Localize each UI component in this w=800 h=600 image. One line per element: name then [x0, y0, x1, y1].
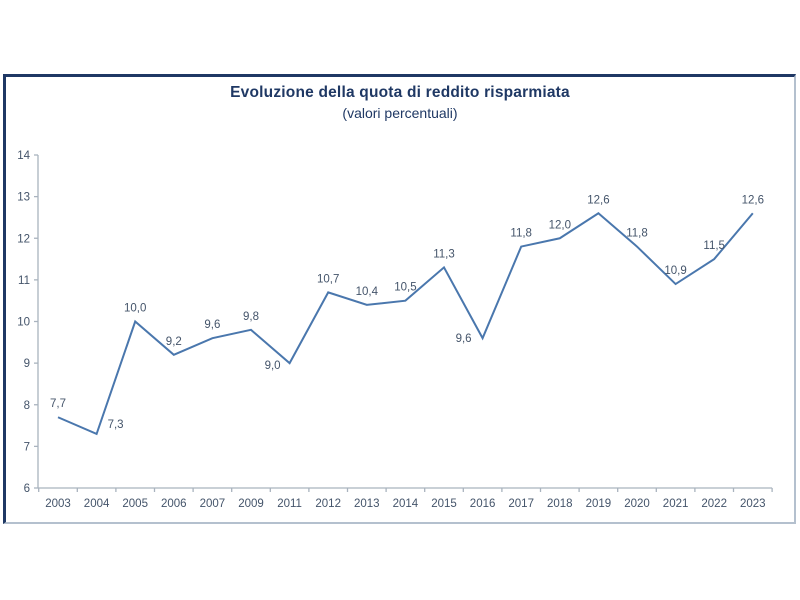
y-tick-label: 13	[17, 192, 30, 204]
chart-header: Evoluzione della quota di reddito rispar…	[0, 84, 800, 121]
x-tick-label: 2017	[508, 498, 534, 510]
x-tick-label: 2006	[161, 498, 187, 510]
y-tick-label: 7	[24, 441, 30, 453]
x-tick-label: 2014	[393, 498, 419, 510]
x-tick-label: 2004	[84, 498, 110, 510]
x-tick-label: 2005	[122, 498, 148, 510]
data-point-label: 9,8	[243, 311, 259, 323]
data-point-label: 7,3	[108, 419, 124, 431]
data-point-label: 10,0	[124, 303, 146, 315]
y-tick-label: 8	[24, 400, 30, 412]
data-point-label: 10,4	[356, 286, 379, 298]
data-point-label: 11,8	[626, 228, 648, 240]
x-tick-label: 2012	[315, 498, 341, 510]
y-tick-label: 6	[24, 483, 30, 495]
x-tick-label: 2018	[547, 498, 573, 510]
data-point-label: 10,5	[394, 282, 416, 294]
data-point-label: 11,8	[510, 228, 532, 240]
x-tick-label: 2013	[354, 498, 380, 510]
y-tick-label: 14	[17, 150, 30, 162]
chart-frame	[3, 74, 796, 524]
series-line	[57, 212, 754, 436]
x-tick-label: 2016	[470, 498, 496, 510]
data-point-label: 10,7	[317, 273, 339, 285]
x-tick-label: 2003	[45, 498, 71, 510]
x-tick-label: 2023	[740, 498, 766, 510]
data-point-label: 11,3	[433, 248, 455, 260]
data-point-label: 9,2	[166, 336, 182, 348]
x-tick-label: 2011	[277, 498, 302, 510]
x-tick-label: 2021	[663, 498, 689, 510]
data-point-label: 7,7	[50, 398, 66, 410]
data-point-label: 11,5	[703, 240, 725, 252]
x-tick-label: 2020	[624, 498, 650, 510]
data-point-label: 9,0	[265, 360, 281, 372]
data-point-label: 9,6	[204, 319, 220, 331]
x-tick-label: 2009	[238, 498, 264, 510]
x-tick-label: 2022	[701, 498, 727, 510]
data-point-label: 9,6	[456, 333, 472, 345]
x-tick-label: 2015	[431, 498, 457, 510]
data-point-label: 10,9	[664, 265, 686, 277]
data-point-label: 12,6	[587, 194, 609, 206]
y-tick-label: 11	[18, 275, 30, 287]
chart-subtitle: (valori percentuali)	[342, 105, 458, 121]
x-tick-label: 2007	[200, 498, 226, 510]
x-tick-label: 2019	[586, 498, 612, 510]
data-point-label: 12,0	[549, 219, 571, 231]
data-point-label: 12,6	[742, 194, 764, 206]
chart-title: Evoluzione della quota di reddito rispar…	[230, 84, 570, 101]
y-tick-label: 12	[17, 233, 30, 245]
y-tick-label: 9	[24, 358, 30, 370]
y-tick-label: 10	[17, 317, 30, 329]
